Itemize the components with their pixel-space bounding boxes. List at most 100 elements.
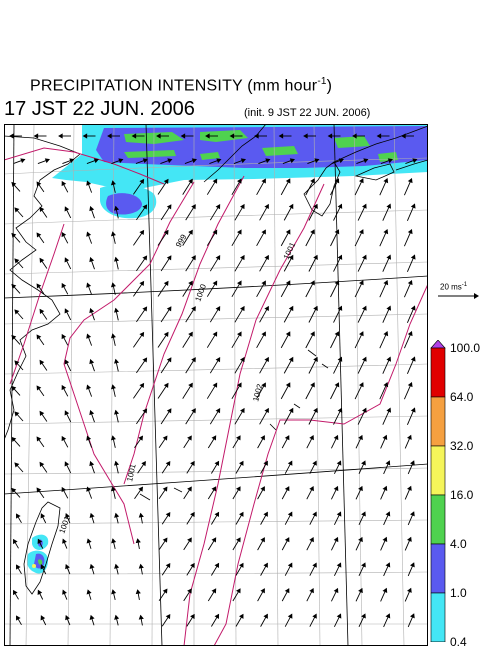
wind-arrow-head xyxy=(212,229,218,235)
honshu-west xyxy=(333,125,428,163)
wind-arrow-head xyxy=(89,614,95,620)
wind-arrow-head xyxy=(89,409,95,416)
wind-arrow-head xyxy=(64,410,70,416)
wind-arrow-head xyxy=(14,309,20,315)
wind-arrow-head xyxy=(310,229,315,235)
wind-arrow-head xyxy=(86,384,92,390)
wind-arrow-head xyxy=(163,178,169,184)
wind-arrow-head xyxy=(14,258,20,264)
wind-arrow-head xyxy=(36,232,42,238)
wind-arrow-head xyxy=(111,589,117,595)
wind-arrow-head xyxy=(165,511,171,518)
wind-arrow-head xyxy=(61,180,67,187)
wind-arrow-head xyxy=(11,385,17,391)
wind-arrow-head xyxy=(309,536,314,543)
isobars xyxy=(4,147,428,646)
wind-arrow-head xyxy=(313,305,318,311)
wind-arrow-head xyxy=(13,538,18,545)
taiwan-precip-green xyxy=(38,559,43,565)
wind-arrow-head xyxy=(212,382,218,388)
wind-arrow-head xyxy=(118,158,124,164)
wind-arrow-head xyxy=(235,435,241,441)
wind-arrow-head xyxy=(362,203,367,209)
wind-arrow-head xyxy=(58,133,63,139)
wind-arrow-head xyxy=(180,133,186,139)
wind-arrow-head xyxy=(89,460,95,467)
wind-arrow-head xyxy=(263,511,268,517)
wind-arrow-head xyxy=(89,563,95,569)
wind-arrow-head xyxy=(61,333,67,340)
wind-arrow-head xyxy=(110,231,116,237)
precip-patch-green-4 xyxy=(262,146,298,156)
wind-arrow-head xyxy=(211,486,217,492)
wind-arrow-head xyxy=(156,133,161,139)
wind-arrow-head xyxy=(93,158,99,164)
wind-arrow-head xyxy=(237,382,242,388)
wind-arrow-head xyxy=(62,538,67,544)
wind-arrow-head xyxy=(410,356,416,362)
isobar-1000 xyxy=(123,175,245,485)
wind-arrow-head xyxy=(260,435,265,441)
wind-arrow-head xyxy=(265,158,271,164)
colorbar-segment xyxy=(430,445,446,496)
wind-arrow-head xyxy=(235,537,241,543)
wind-arrow-head xyxy=(64,206,70,212)
wind-arrow-head xyxy=(261,382,266,388)
taiwan xyxy=(23,501,61,595)
wind-arrow-head xyxy=(69,158,75,164)
wind-arrow-head xyxy=(39,359,45,365)
wind-arrow-head xyxy=(188,229,193,235)
wind-arrow-head xyxy=(287,511,293,517)
wind-arrow-head xyxy=(165,562,171,569)
wind-arrow-head xyxy=(386,407,392,413)
wind-arrow-head xyxy=(239,511,244,517)
wind-arrow-head xyxy=(287,613,293,619)
wind-arrow-head xyxy=(387,158,393,164)
wind-arrow-head xyxy=(61,435,67,442)
wind-arrow-head xyxy=(166,255,172,261)
wind-arrow-head xyxy=(39,461,45,467)
wind-arrow-head xyxy=(382,587,388,594)
wind-arrow-head xyxy=(313,407,318,413)
wind-arrow-head xyxy=(139,229,145,235)
coastlines xyxy=(4,124,428,595)
wind-arrow-head xyxy=(212,331,218,337)
wind-arrow-head xyxy=(382,536,388,543)
ryukyu-islands xyxy=(139,349,329,501)
wind-arrow-head xyxy=(261,178,266,184)
wind-arrow-head xyxy=(359,229,364,235)
wind-arrow-head xyxy=(289,158,295,164)
chart-title: PRECIPITATION INTENSITY (mm hour-1) xyxy=(30,76,333,95)
wind-arrow-head xyxy=(114,460,120,466)
wind-arrow-head xyxy=(139,178,145,184)
wind-arrow-head xyxy=(284,537,290,543)
wind-arrow-head xyxy=(352,133,357,139)
wind-arrow-head xyxy=(142,255,148,261)
wind-arrow-head xyxy=(285,280,291,286)
wind-arrow-head xyxy=(205,133,210,139)
wind-scale-arrow xyxy=(438,293,479,299)
wind-arrow-head xyxy=(215,255,221,261)
wind-arrow-head xyxy=(263,613,268,619)
wind-arrow-head xyxy=(110,384,116,390)
wind-arrow-head xyxy=(165,460,171,467)
wind-arrow-head xyxy=(33,133,39,139)
wind-arrow-head xyxy=(11,334,17,340)
wind-arrow-head xyxy=(139,331,145,337)
wind-arrow-head xyxy=(211,537,217,543)
wind-arrow-head xyxy=(11,487,17,493)
wind-arrow-head xyxy=(216,158,222,164)
wind-arrow-head xyxy=(264,254,269,261)
wind-arrow-head xyxy=(337,305,343,311)
wind-arrow-head xyxy=(337,407,343,413)
wind-arrow-head xyxy=(191,204,196,210)
wind-arrow-head xyxy=(337,356,343,362)
wind-arrow-head xyxy=(61,282,67,289)
wind-arrow-head xyxy=(142,158,148,164)
wind-arrow-head xyxy=(312,562,317,568)
wind-arrow-head xyxy=(334,229,340,235)
wind-arrow-head xyxy=(37,589,43,595)
wind-arrow-head xyxy=(162,537,168,543)
precip-patch-green-5 xyxy=(334,136,370,148)
wind-arrow-head xyxy=(386,356,392,362)
